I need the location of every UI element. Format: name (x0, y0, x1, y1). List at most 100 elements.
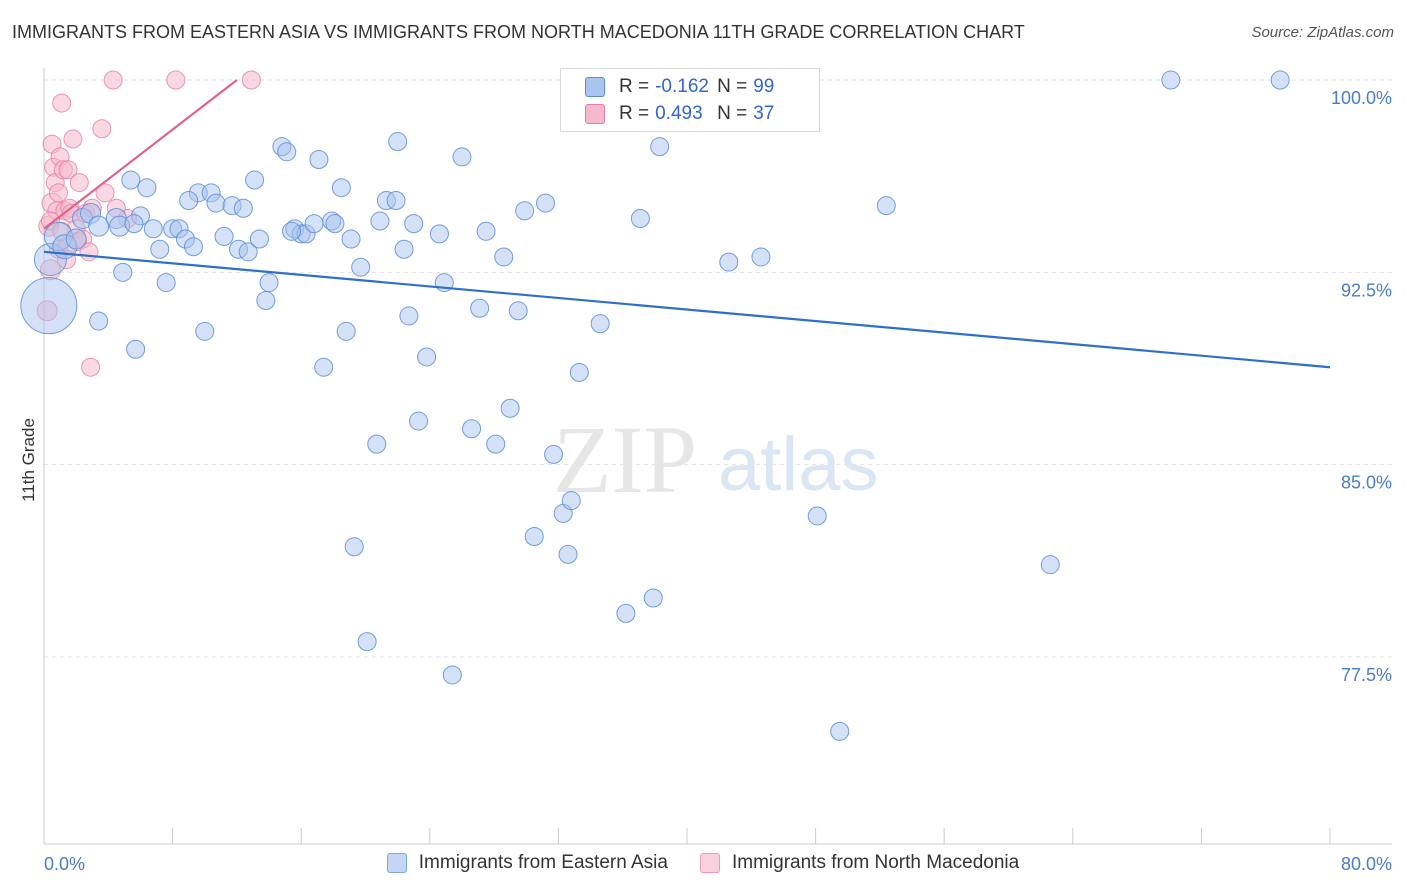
y-tick-label: 85.0% (1341, 473, 1392, 493)
stats-legend: R = -0.162 N = 99 R = 0.493 N = 37 (560, 68, 820, 132)
data-point-eastern-asia (341, 229, 361, 249)
data-point-eastern-asia (616, 603, 636, 623)
legend-n-value: 37 (753, 103, 775, 124)
data-point-eastern-asia (508, 301, 528, 321)
data-point-eastern-asia (150, 239, 170, 259)
data-point-eastern-asia (126, 339, 146, 359)
data-point-eastern-asia (277, 142, 297, 162)
data-point-eastern-asia (259, 273, 279, 293)
data-point-eastern-asia (325, 214, 345, 234)
legend-r-value: -0.162 (655, 76, 709, 97)
source-label: Source: ZipAtlas.com (1251, 24, 1394, 41)
grid-lines (44, 79, 1392, 658)
trend-line-eastern-asia (43, 250, 1331, 369)
legend-n-label: N = (717, 76, 748, 97)
data-point-north-macedonia (52, 93, 72, 113)
legend-item-eastern-asia: Immigrants from Eastern Asia (386, 852, 668, 874)
data-point-eastern-asia (88, 215, 110, 237)
data-point-north-macedonia (241, 70, 261, 90)
data-point-eastern-asia (137, 178, 157, 198)
data-point-eastern-asia (569, 362, 589, 382)
data-point-eastern-asia (486, 434, 506, 454)
legend-row-eastern-asia: R = -0.162 N = 99 (585, 74, 774, 100)
data-point-eastern-asia (429, 224, 449, 244)
data-point-eastern-asia (20, 277, 78, 335)
data-point-eastern-asia (558, 544, 578, 564)
series-eastern-asia (20, 70, 1290, 741)
series-legend: Immigrants from Eastern Asia Immigrants … (0, 852, 1406, 874)
x-tick-label: 0.0% (44, 854, 85, 874)
data-point-eastern-asia (417, 347, 437, 367)
legend-swatch-eastern-asia (386, 853, 407, 873)
data-point-eastern-asia (388, 132, 408, 152)
data-point-eastern-asia (515, 201, 535, 221)
data-point-eastern-asia (386, 191, 406, 211)
legend-label-eastern-asia: Immigrants from Eastern Asia (418, 852, 668, 873)
data-point-eastern-asia (331, 178, 351, 198)
data-point-eastern-asia (494, 247, 514, 267)
data-point-eastern-asia (876, 196, 896, 216)
data-point-eastern-asia (643, 588, 663, 608)
data-point-eastern-asia (65, 228, 87, 250)
data-point-north-macedonia (58, 160, 78, 180)
trend-lines (43, 79, 1331, 369)
data-point-eastern-asia (367, 434, 387, 454)
data-point-eastern-asia (1270, 70, 1290, 90)
data-point-eastern-asia (357, 632, 377, 652)
data-point-eastern-asia (89, 311, 109, 331)
data-point-eastern-asia (561, 491, 581, 511)
data-point-eastern-asia (206, 193, 226, 213)
trend-line-north-macedonia (43, 79, 238, 230)
data-point-north-macedonia (69, 173, 89, 193)
x-tick-label: 80.0% (1341, 854, 1392, 874)
y-tick-label: 77.5% (1341, 665, 1392, 685)
legend-swatch-blue (585, 77, 605, 97)
data-point-eastern-asia (830, 721, 850, 741)
data-point-eastern-asia (124, 214, 144, 234)
y-tick-label: 92.5% (1341, 280, 1392, 300)
data-point-eastern-asia (249, 229, 269, 249)
data-point-eastern-asia (462, 419, 482, 439)
legend-r-label: R = (619, 76, 650, 97)
data-point-eastern-asia (233, 198, 253, 218)
data-point-eastern-asia (370, 211, 390, 231)
data-point-eastern-asia (751, 247, 771, 267)
data-point-eastern-asia (113, 262, 133, 282)
y-tick-label: 100.0% (1331, 88, 1392, 108)
legend-n-value: 99 (753, 76, 775, 97)
data-point-north-macedonia (92, 119, 112, 139)
data-point-north-macedonia (81, 357, 101, 377)
data-point-north-macedonia (166, 70, 186, 90)
chart-title: IMMIGRANTS FROM EASTERN ASIA VS IMMIGRAN… (12, 22, 1025, 42)
data-point-eastern-asia (807, 506, 827, 526)
data-point-north-macedonia (103, 70, 123, 90)
data-point-eastern-asia (404, 214, 424, 234)
watermark: ZIP atlas (553, 406, 879, 513)
data-point-eastern-asia (156, 273, 176, 293)
data-point-eastern-asia (195, 321, 215, 341)
data-point-eastern-asia (344, 537, 364, 557)
legend-r-value: 0.493 (655, 103, 703, 124)
data-point-north-macedonia (63, 129, 83, 149)
legend-swatch-pink (585, 104, 605, 124)
data-point-north-macedonia (95, 183, 115, 203)
data-point-eastern-asia (256, 291, 276, 311)
data-point-eastern-asia (524, 526, 544, 546)
data-point-eastern-asia (1040, 555, 1060, 575)
data-point-eastern-asia (282, 221, 302, 241)
data-point-eastern-asia (630, 208, 650, 228)
data-point-eastern-asia (336, 321, 356, 341)
data-point-eastern-asia (214, 226, 234, 246)
data-point-eastern-asia (245, 170, 265, 190)
data-point-eastern-asia (309, 149, 329, 169)
data-point-eastern-asia (314, 357, 334, 377)
legend-n-label: N = (717, 103, 748, 124)
axes (43, 68, 1392, 845)
data-point-eastern-asia (183, 237, 203, 257)
legend-r-label: R = (619, 103, 650, 124)
data-point-eastern-asia (238, 242, 258, 262)
data-point-eastern-asia (470, 298, 490, 318)
data-point-eastern-asia (179, 191, 199, 211)
watermark-atlas: atlas (718, 422, 879, 507)
